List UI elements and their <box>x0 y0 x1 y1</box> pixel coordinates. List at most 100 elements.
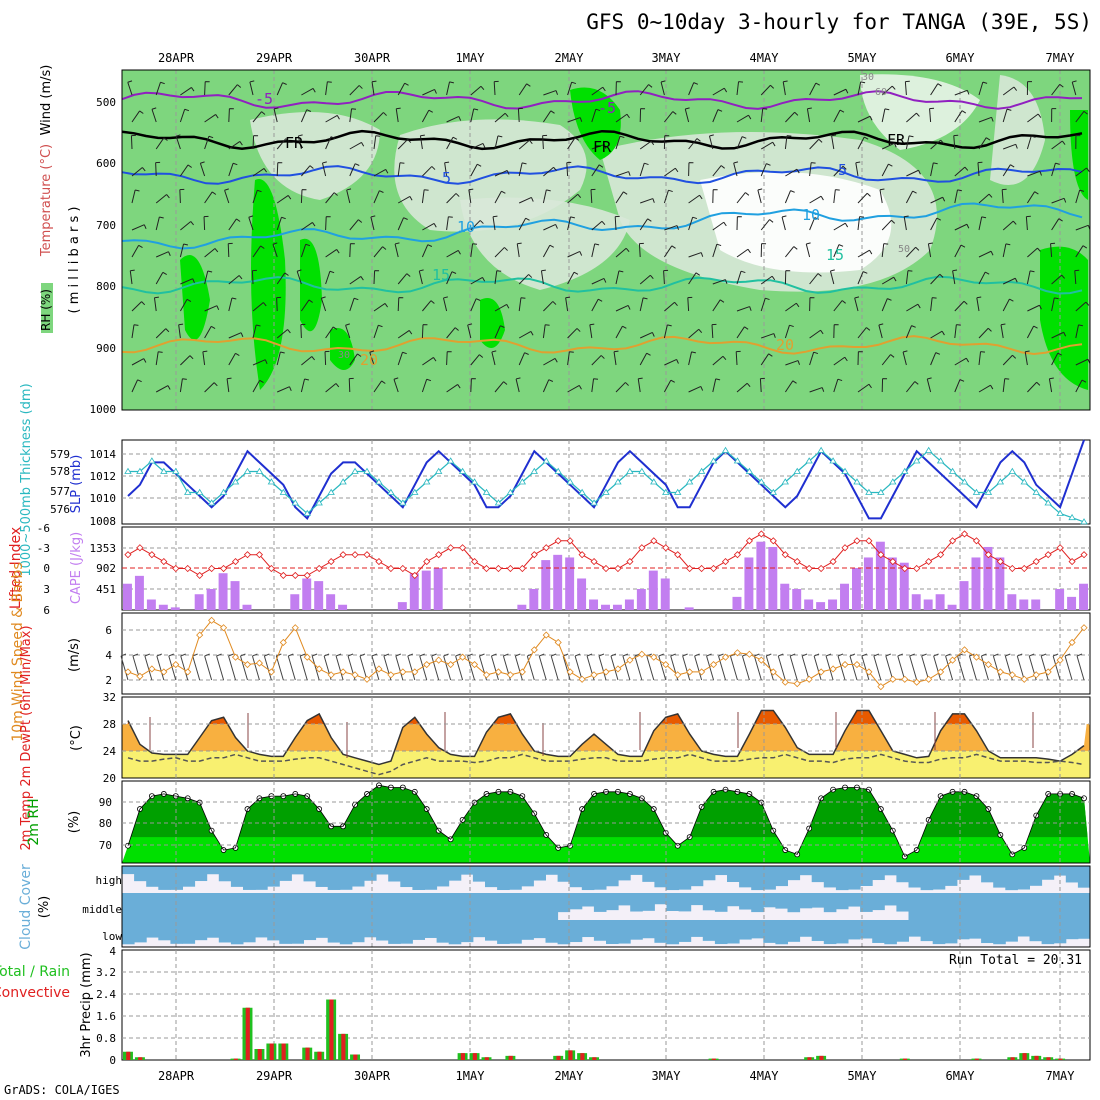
wind-barb <box>809 138 823 150</box>
wind10-marker <box>889 675 897 683</box>
cloud-mid-bar <box>1029 893 1043 921</box>
cloud-mid-bar <box>690 893 704 906</box>
li-tick: -6 <box>37 522 50 535</box>
rh2m-tick: 80 <box>99 817 112 830</box>
wind-barb <box>494 381 508 393</box>
cloud-high-bar <box>122 866 135 875</box>
cape-bar <box>565 557 575 610</box>
wind-barb <box>252 111 266 123</box>
date-label: 7MAY <box>1046 1069 1076 1083</box>
cloud-mid-bar <box>460 893 474 921</box>
thickness-marker <box>566 478 574 485</box>
wind10-barb <box>634 653 643 681</box>
cloud-low-bar <box>1065 920 1079 940</box>
wind-barb <box>204 382 218 393</box>
wind-barb <box>712 87 728 96</box>
pressure-tick: 500 <box>96 96 116 109</box>
wind10-marker <box>901 675 909 683</box>
wind-barb <box>1026 270 1035 285</box>
cloud-mid-bar <box>751 893 764 913</box>
li-marker <box>769 537 777 545</box>
cloud-high-bar <box>194 866 208 882</box>
cape-bar <box>589 599 599 610</box>
cape-bar <box>290 594 300 610</box>
cloud-high-bar <box>944 866 958 886</box>
date-label: 29APR <box>256 51 293 65</box>
wind-barb <box>1026 81 1033 96</box>
wind-barb <box>567 81 577 96</box>
wind-barb <box>397 195 413 204</box>
precip-conv-bar <box>317 1051 322 1060</box>
cape-bar <box>1067 596 1077 610</box>
cloud-high-bar <box>472 866 486 882</box>
date-label: 4MAY <box>750 51 780 65</box>
cloud-low-bar <box>932 920 946 945</box>
wind10-barb <box>885 653 894 681</box>
wind-barb <box>902 350 908 366</box>
cloud-low-bar <box>230 920 244 945</box>
wind-barb <box>467 323 473 339</box>
wind-barb <box>1051 108 1057 123</box>
cape-panel: -6 -3 0 3 6 1353 902 451 Lifted Index CAPE (J/kg) <box>8 522 1091 617</box>
cloud-low-bar <box>315 920 329 938</box>
wind-barb <box>977 161 983 177</box>
cloud-mid-bar <box>787 893 801 913</box>
wind-barb <box>809 162 816 177</box>
wind-barb <box>397 139 412 150</box>
precip-conv-bar <box>1046 1057 1051 1060</box>
wind-barb <box>833 222 849 231</box>
cloud-low-bar <box>472 920 486 938</box>
thickness-marker <box>697 467 706 474</box>
panel-frame <box>121 696 1091 779</box>
cape-bar <box>1019 599 1029 610</box>
wind-barb <box>1000 323 1006 339</box>
wind-barb <box>346 188 352 204</box>
cape-bar <box>146 599 156 610</box>
wind-barb <box>543 301 557 312</box>
wind-barb <box>543 357 558 366</box>
precip-total-label: Total / Rain <box>0 964 70 980</box>
li-marker <box>243 551 252 559</box>
wind-barb <box>1075 167 1090 177</box>
wind-barb <box>446 351 452 366</box>
wind-barb <box>567 137 580 150</box>
cloud-high-bar <box>690 866 704 887</box>
thickness-marker <box>626 467 634 474</box>
wind-barb <box>373 168 389 177</box>
wind-barb <box>904 80 910 96</box>
wind10-barb <box>240 653 248 681</box>
wind-barb <box>131 244 143 258</box>
wind-barb <box>930 273 944 285</box>
wind10-marker <box>602 668 610 676</box>
wind-barb <box>712 378 721 393</box>
cloud-high-bar <box>485 866 498 888</box>
cape-tick: 902 <box>96 562 116 575</box>
li-marker <box>614 564 622 573</box>
wind-barb <box>906 303 921 312</box>
wind-barb <box>567 250 583 258</box>
cloud-low-bar <box>243 920 256 943</box>
cape-label: CAPE (J/kg) <box>69 532 84 604</box>
thickness-tick: 579 <box>50 448 70 461</box>
wind10-barb <box>514 653 523 681</box>
cloud-low-bar <box>521 920 534 940</box>
wind-barb <box>688 351 696 366</box>
wind10-marker <box>745 650 753 658</box>
cloud-high-bar <box>908 866 922 888</box>
wind-barb <box>325 192 338 204</box>
wind-barb <box>204 270 213 285</box>
thickness-marker <box>769 488 778 495</box>
cloud-low-bar <box>255 920 268 938</box>
cloud-high-bar <box>170 866 183 890</box>
wind-barb <box>131 189 140 204</box>
cloud-low-bar <box>848 920 861 940</box>
wind-barb <box>615 382 629 393</box>
cloud-low-bar <box>908 920 922 937</box>
wind10-marker <box>303 653 311 661</box>
li-label: Lifted Index <box>8 527 24 609</box>
wind-barb <box>881 243 889 258</box>
precip-conv-bar <box>592 1057 597 1060</box>
thickness-marker <box>124 467 132 474</box>
wind10-marker <box>363 675 371 683</box>
panel-frame <box>121 865 1091 948</box>
